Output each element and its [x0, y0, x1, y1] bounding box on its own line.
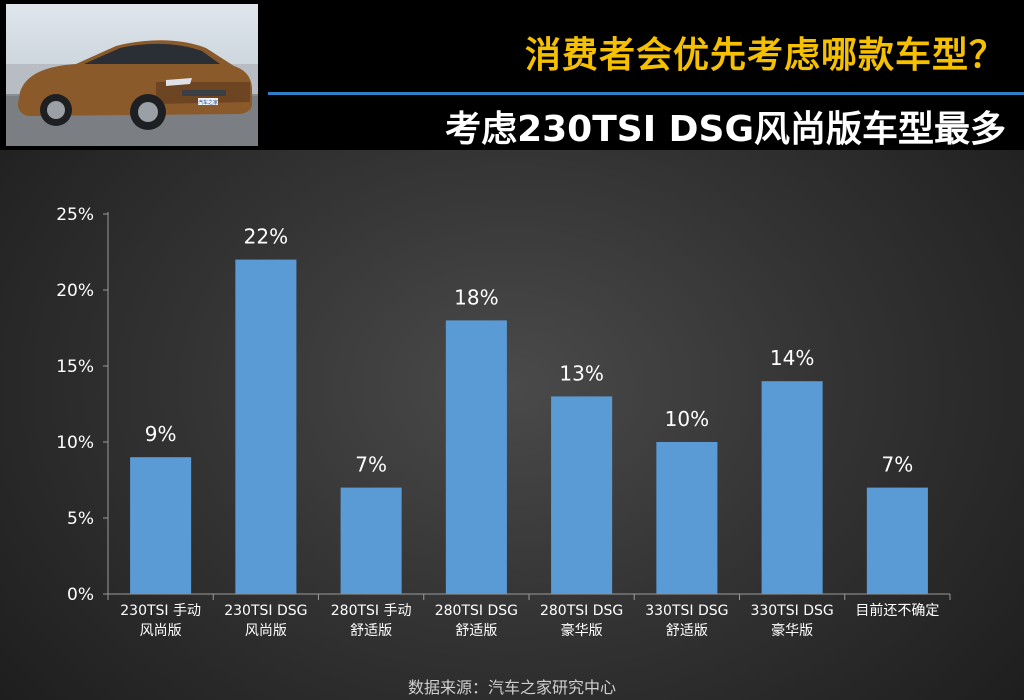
bar-value-label: 10%	[665, 407, 709, 431]
y-tick-label: 15%	[56, 357, 94, 377]
bar-value-label: 14%	[770, 346, 814, 370]
bar	[656, 442, 718, 594]
car-illustration: 汽车之家	[6, 40, 258, 146]
x-category-label: 目前还不确定	[855, 602, 939, 619]
x-category-label: 风尚版	[140, 623, 182, 639]
bar	[866, 487, 928, 594]
bar-value-label: 18%	[454, 285, 498, 309]
chart-area: 0% 5% 10% 15% 20% 25% 9% 230TSI 手动 风尚版 22% 230TSI …	[0, 150, 1024, 670]
y-tick-label: 5%	[67, 509, 94, 529]
bar-value-label: 22%	[244, 225, 288, 249]
y-tick-label: 10%	[56, 433, 94, 453]
bar	[235, 259, 297, 594]
x-category-label: 330TSI DSG	[645, 603, 728, 619]
y-tick-label: 20%	[56, 281, 94, 301]
x-category-label: 280TSI DSG	[540, 603, 623, 619]
source-note: 数据来源：汽车之家研究中心	[407, 678, 616, 697]
x-category-label: 230TSI 手动	[120, 603, 201, 619]
bar	[340, 487, 402, 594]
title-divider	[268, 92, 1024, 95]
bar-value-label: 13%	[559, 361, 603, 385]
x-category-label: 230TSI DSG	[224, 603, 307, 619]
bar-value-label: 9%	[145, 422, 177, 446]
x-category-label: 豪华版	[561, 623, 603, 639]
x-category-label: 280TSI DSG	[435, 603, 518, 619]
car-photo: 汽车之家	[6, 4, 258, 146]
header-bar: 汽车之家 消费者会优先考虑哪款车型？ 考虑230TSI DSG风尚版车型最多	[0, 0, 1024, 150]
bar	[445, 320, 507, 594]
bar-value-label: 7%	[882, 453, 914, 477]
x-category-label: 风尚版	[245, 623, 287, 639]
y-tick-label: 0%	[67, 585, 94, 605]
bar-value-label: 7%	[355, 453, 387, 477]
y-tick-label: 25%	[56, 205, 94, 225]
bar	[130, 457, 192, 594]
x-category-label: 舒适版	[455, 623, 497, 639]
x-category-label: 舒适版	[666, 623, 708, 639]
chart-subtitle: 考虑230TSI DSG风尚版车型最多	[445, 109, 1006, 150]
x-category-label: 330TSI DSG	[750, 603, 833, 619]
bar	[761, 381, 823, 594]
plate-text: 汽车之家	[198, 99, 218, 106]
bar-chart: 0%5%10%15%20%25%9%230TSI 手动风尚版22%230TSI …	[56, 205, 951, 639]
x-category-label: 舒适版	[350, 623, 392, 639]
chart-title: 消费者会优先考虑哪款车型？	[524, 35, 1006, 76]
bar	[551, 396, 613, 594]
x-category-label: 豪华版	[771, 623, 813, 639]
x-category-label: 280TSI 手动	[331, 603, 412, 619]
